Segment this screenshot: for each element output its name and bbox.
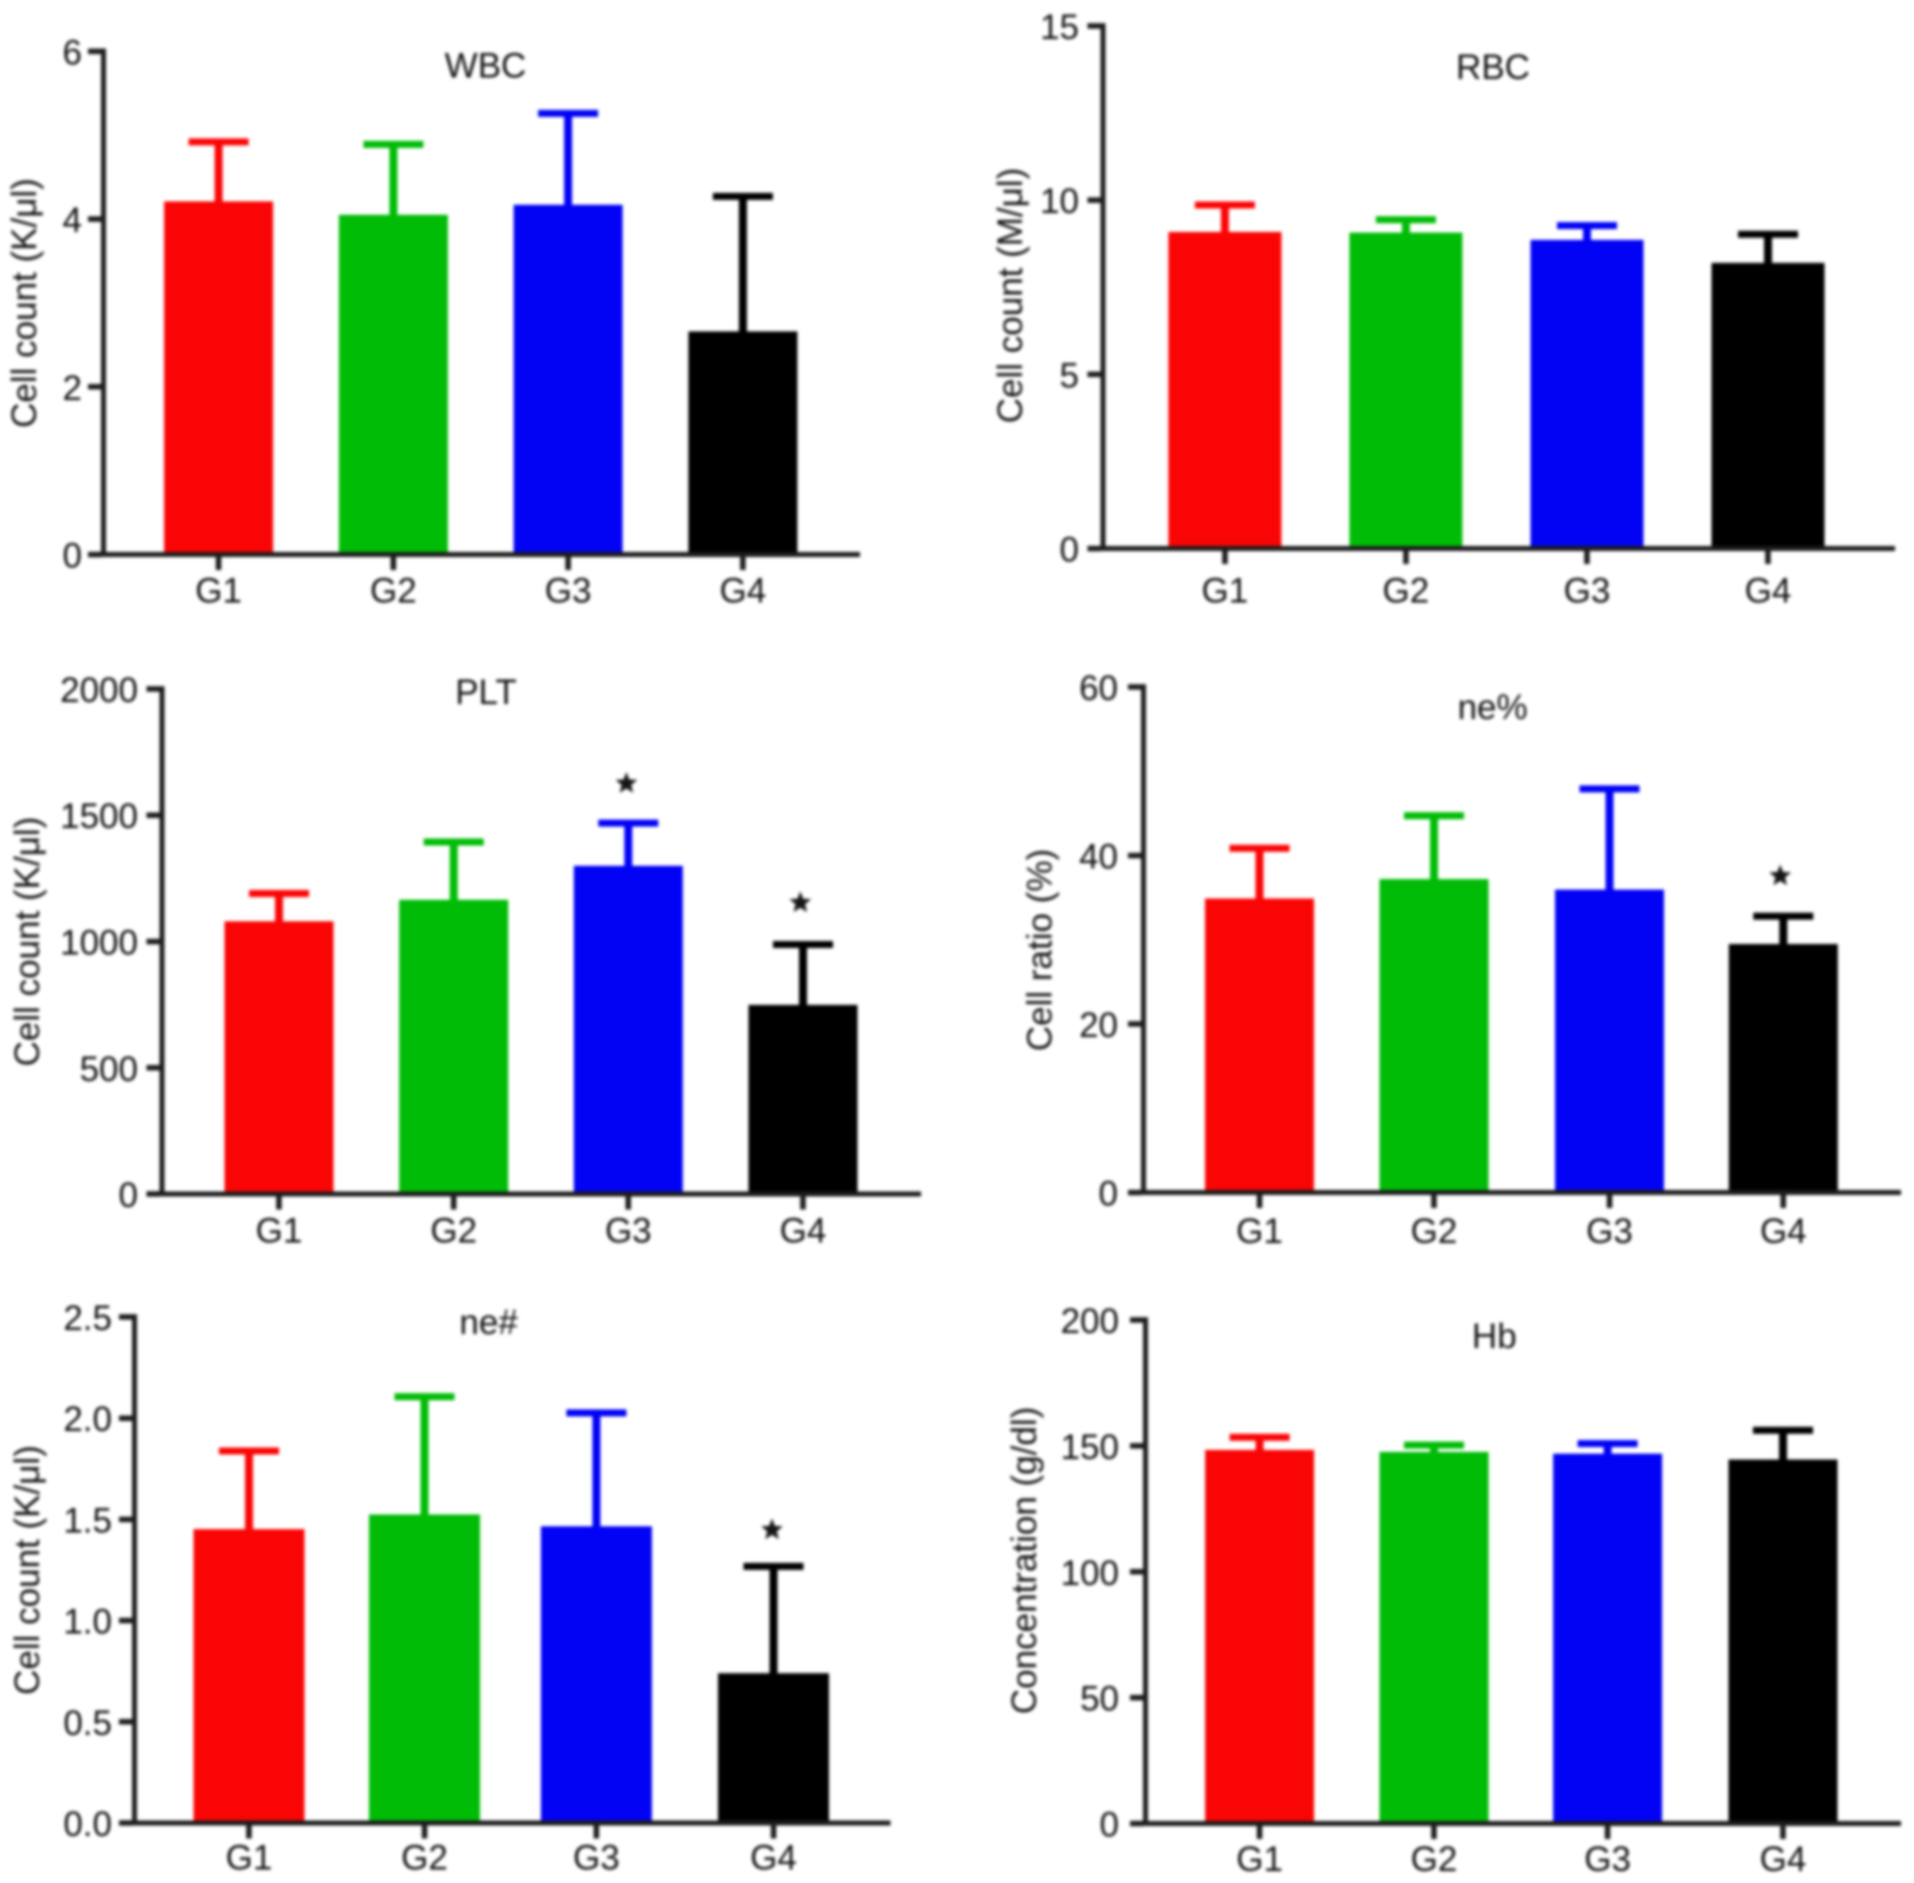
svg-text:2: 2 [63, 369, 82, 408]
svg-text:G1: G1 [1236, 1840, 1283, 1879]
svg-text:40: 40 [1079, 838, 1118, 877]
svg-text:0: 0 [1060, 531, 1079, 570]
svg-text:100: 100 [1061, 1554, 1119, 1593]
svg-text:15: 15 [1040, 8, 1079, 47]
svg-text:50: 50 [1080, 1680, 1119, 1719]
svg-text:0: 0 [119, 1176, 138, 1215]
svg-text:0: 0 [1100, 1806, 1119, 1845]
svg-text:Cell ratio (%): Cell ratio (%) [1021, 849, 1060, 1051]
svg-text:1.0: 1.0 [63, 1603, 112, 1642]
svg-text:G2: G2 [401, 1839, 448, 1878]
svg-text:1000: 1000 [60, 924, 138, 963]
svg-text:G4: G4 [1745, 572, 1792, 611]
svg-text:6: 6 [63, 33, 82, 72]
svg-text:1.5: 1.5 [63, 1501, 112, 1540]
svg-text:5: 5 [1060, 356, 1079, 395]
svg-text:Cell count (K/μl): Cell count (K/μl) [8, 1445, 47, 1695]
svg-text:G3: G3 [1584, 1840, 1631, 1879]
svg-text:Cell count (M/μl): Cell count (M/μl) [991, 168, 1030, 424]
svg-text:G1: G1 [195, 572, 242, 611]
svg-text:2.0: 2.0 [63, 1400, 112, 1439]
svg-text:Concentration (g/dl): Concentration (g/dl) [1005, 1407, 1044, 1714]
svg-text:PLT: PLT [455, 673, 517, 712]
svg-text:G4: G4 [1760, 1840, 1807, 1879]
svg-text:0: 0 [63, 537, 82, 576]
svg-text:Cell count (K/μl): Cell count (K/μl) [8, 817, 47, 1067]
svg-text:150: 150 [1061, 1428, 1119, 1467]
svg-text:0: 0 [1099, 1175, 1118, 1214]
svg-text:G3: G3 [573, 1839, 620, 1878]
svg-text:10: 10 [1040, 182, 1079, 221]
svg-text:G2: G2 [1383, 572, 1430, 611]
svg-text:60: 60 [1079, 669, 1118, 708]
svg-text:G4: G4 [720, 572, 767, 611]
svg-text:G4: G4 [780, 1212, 827, 1251]
svg-text:G1: G1 [256, 1212, 303, 1251]
svg-text:G1: G1 [226, 1839, 273, 1878]
svg-text:G4: G4 [1760, 1212, 1807, 1251]
svg-text:Hb: Hb [1472, 1317, 1517, 1356]
svg-text:WBC: WBC [445, 47, 527, 86]
svg-text:1500: 1500 [60, 797, 138, 836]
svg-text:G3: G3 [605, 1212, 652, 1251]
svg-text:G2: G2 [1411, 1840, 1458, 1879]
svg-text:G3: G3 [1564, 572, 1611, 611]
svg-text:Cell count (K/μl): Cell count (K/μl) [5, 178, 44, 428]
svg-text:500: 500 [80, 1050, 138, 1089]
svg-text:G3: G3 [545, 572, 592, 611]
svg-text:ne%: ne% [1458, 688, 1528, 727]
svg-text:G2: G2 [370, 572, 417, 611]
svg-text:0.0: 0.0 [63, 1805, 112, 1844]
svg-text:G1: G1 [1202, 572, 1249, 611]
svg-text:ne#: ne# [459, 1303, 518, 1342]
svg-text:RBC: RBC [1456, 48, 1530, 87]
svg-text:G2: G2 [430, 1212, 477, 1251]
svg-text:G3: G3 [1586, 1212, 1633, 1251]
svg-text:200: 200 [1061, 1302, 1119, 1341]
svg-text:2.5: 2.5 [63, 1299, 112, 1338]
svg-text:20: 20 [1079, 1006, 1118, 1045]
svg-text:G1: G1 [1236, 1212, 1283, 1251]
svg-text:0.5: 0.5 [63, 1704, 112, 1743]
svg-text:G2: G2 [1411, 1212, 1458, 1251]
svg-text:4: 4 [63, 201, 82, 240]
svg-text:2000: 2000 [60, 671, 138, 710]
svg-text:G4: G4 [750, 1839, 797, 1878]
